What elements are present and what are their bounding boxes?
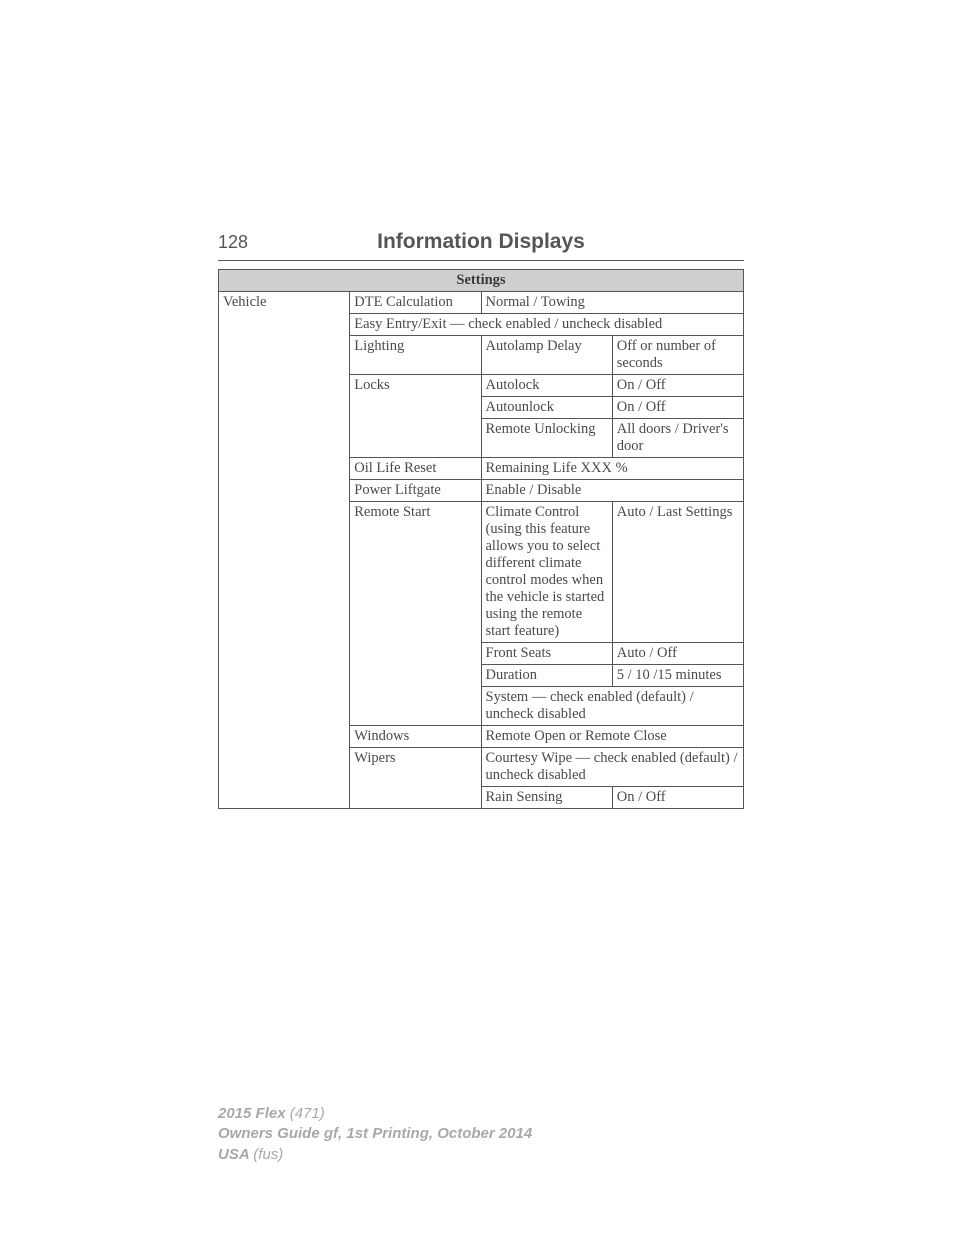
table-row: Vehicle DTE Calculation Normal / Towing	[219, 292, 744, 314]
cell-value: On / Off	[612, 787, 743, 809]
cell-value: Off or number of seconds	[612, 336, 743, 375]
cell-sub: Remote Unlocking	[481, 419, 612, 458]
cell-sub: Autolock	[481, 375, 612, 397]
cell-sub: Autounlock	[481, 397, 612, 419]
cell-label: Windows	[350, 726, 481, 748]
cell-value: Normal / Towing	[481, 292, 744, 314]
page-header: 128 Information Displays	[218, 230, 744, 261]
cell-label: Wipers	[350, 748, 481, 809]
cell-category: Vehicle	[219, 292, 350, 809]
cell-label: DTE Calculation	[350, 292, 481, 314]
cell-value: Remote Open or Remote Close	[481, 726, 744, 748]
cell-label: Oil Life Reset	[350, 458, 481, 480]
footer: 2015 Flex (471) Owners Guide gf, 1st Pri…	[218, 1104, 532, 1165]
footer-line: USA (fus)	[218, 1145, 532, 1165]
cell-sub: Autolamp Delay	[481, 336, 612, 375]
cell-label: Power Liftgate	[350, 480, 481, 502]
cell-label: Locks	[350, 375, 481, 458]
cell-value: Remaining Life XXX %	[481, 458, 744, 480]
cell-sub: Duration	[481, 665, 612, 687]
cell-value: 5 / 10 /15 minutes	[612, 665, 743, 687]
cell-value: Auto / Last Settings	[612, 502, 743, 643]
cell-value: System — check enabled (default) / unche…	[481, 687, 744, 726]
cell-sub: Rain Sensing	[481, 787, 612, 809]
settings-table: Settings Vehicle DTE Calculation Normal …	[218, 269, 744, 809]
footer-text: 2015 Flex	[218, 1105, 290, 1122]
cell-value: Auto / Off	[612, 643, 743, 665]
cell-label: Lighting	[350, 336, 481, 375]
footer-text: (fus)	[253, 1146, 283, 1163]
cell-sub: Climate Control (using this feature allo…	[481, 502, 612, 643]
cell-value: Easy Entry/Exit — check enabled / unchec…	[350, 314, 744, 336]
cell-value: On / Off	[612, 397, 743, 419]
cell-value: All doors / Driver's door	[612, 419, 743, 458]
cell-sub: Front Seats	[481, 643, 612, 665]
footer-text: (471)	[290, 1105, 325, 1122]
cell-value: On / Off	[612, 375, 743, 397]
footer-text: USA	[218, 1146, 253, 1163]
footer-line: Owners Guide gf, 1st Printing, October 2…	[218, 1124, 532, 1144]
cell-label: Remote Start	[350, 502, 481, 726]
footer-line: 2015 Flex (471)	[218, 1104, 532, 1124]
table-row: Settings	[219, 270, 744, 292]
cell-value: Courtesy Wipe — check enabled (default) …	[481, 748, 744, 787]
table-header: Settings	[219, 270, 744, 292]
page-title: Information Displays	[218, 230, 744, 254]
cell-value: Enable / Disable	[481, 480, 744, 502]
